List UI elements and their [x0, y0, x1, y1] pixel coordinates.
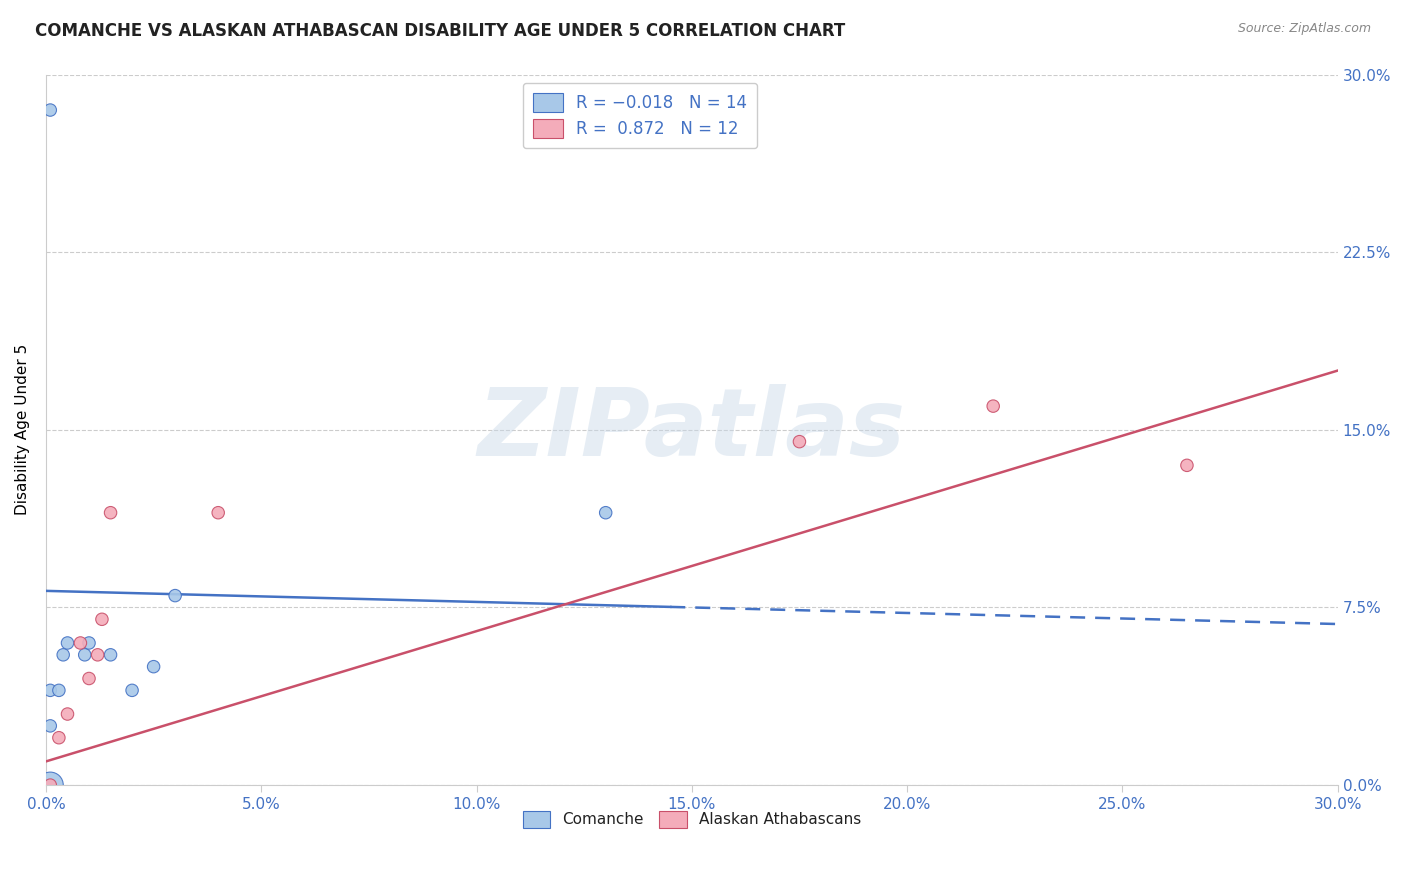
- Point: [595, 506, 617, 520]
- Point: [100, 648, 122, 662]
- Point: [91, 612, 114, 626]
- Point: [981, 399, 1004, 413]
- Point: [56, 636, 79, 650]
- Point: [77, 672, 100, 686]
- Point: [77, 636, 100, 650]
- Point: [207, 506, 229, 520]
- Point: [52, 648, 75, 662]
- Point: [100, 506, 122, 520]
- Point: [39, 719, 62, 733]
- Point: [165, 589, 187, 603]
- Point: [48, 731, 70, 745]
- Text: COMANCHE VS ALASKAN ATHABASCAN DISABILITY AGE UNDER 5 CORRELATION CHART: COMANCHE VS ALASKAN ATHABASCAN DISABILIT…: [35, 22, 845, 40]
- Point: [789, 434, 811, 449]
- Point: [121, 683, 143, 698]
- Point: [39, 103, 62, 117]
- Point: [86, 648, 108, 662]
- Text: Source: ZipAtlas.com: Source: ZipAtlas.com: [1237, 22, 1371, 36]
- Point: [1175, 458, 1198, 473]
- Point: [142, 659, 165, 673]
- Point: [39, 778, 62, 792]
- Text: ZIPatlas: ZIPatlas: [478, 384, 905, 475]
- Point: [56, 706, 79, 721]
- Point: [73, 648, 96, 662]
- Point: [39, 778, 62, 792]
- Point: [39, 683, 62, 698]
- Point: [69, 636, 91, 650]
- Legend: Comanche, Alaskan Athabascans: Comanche, Alaskan Athabascans: [516, 805, 868, 834]
- Y-axis label: Disability Age Under 5: Disability Age Under 5: [15, 344, 30, 516]
- Point: [48, 683, 70, 698]
